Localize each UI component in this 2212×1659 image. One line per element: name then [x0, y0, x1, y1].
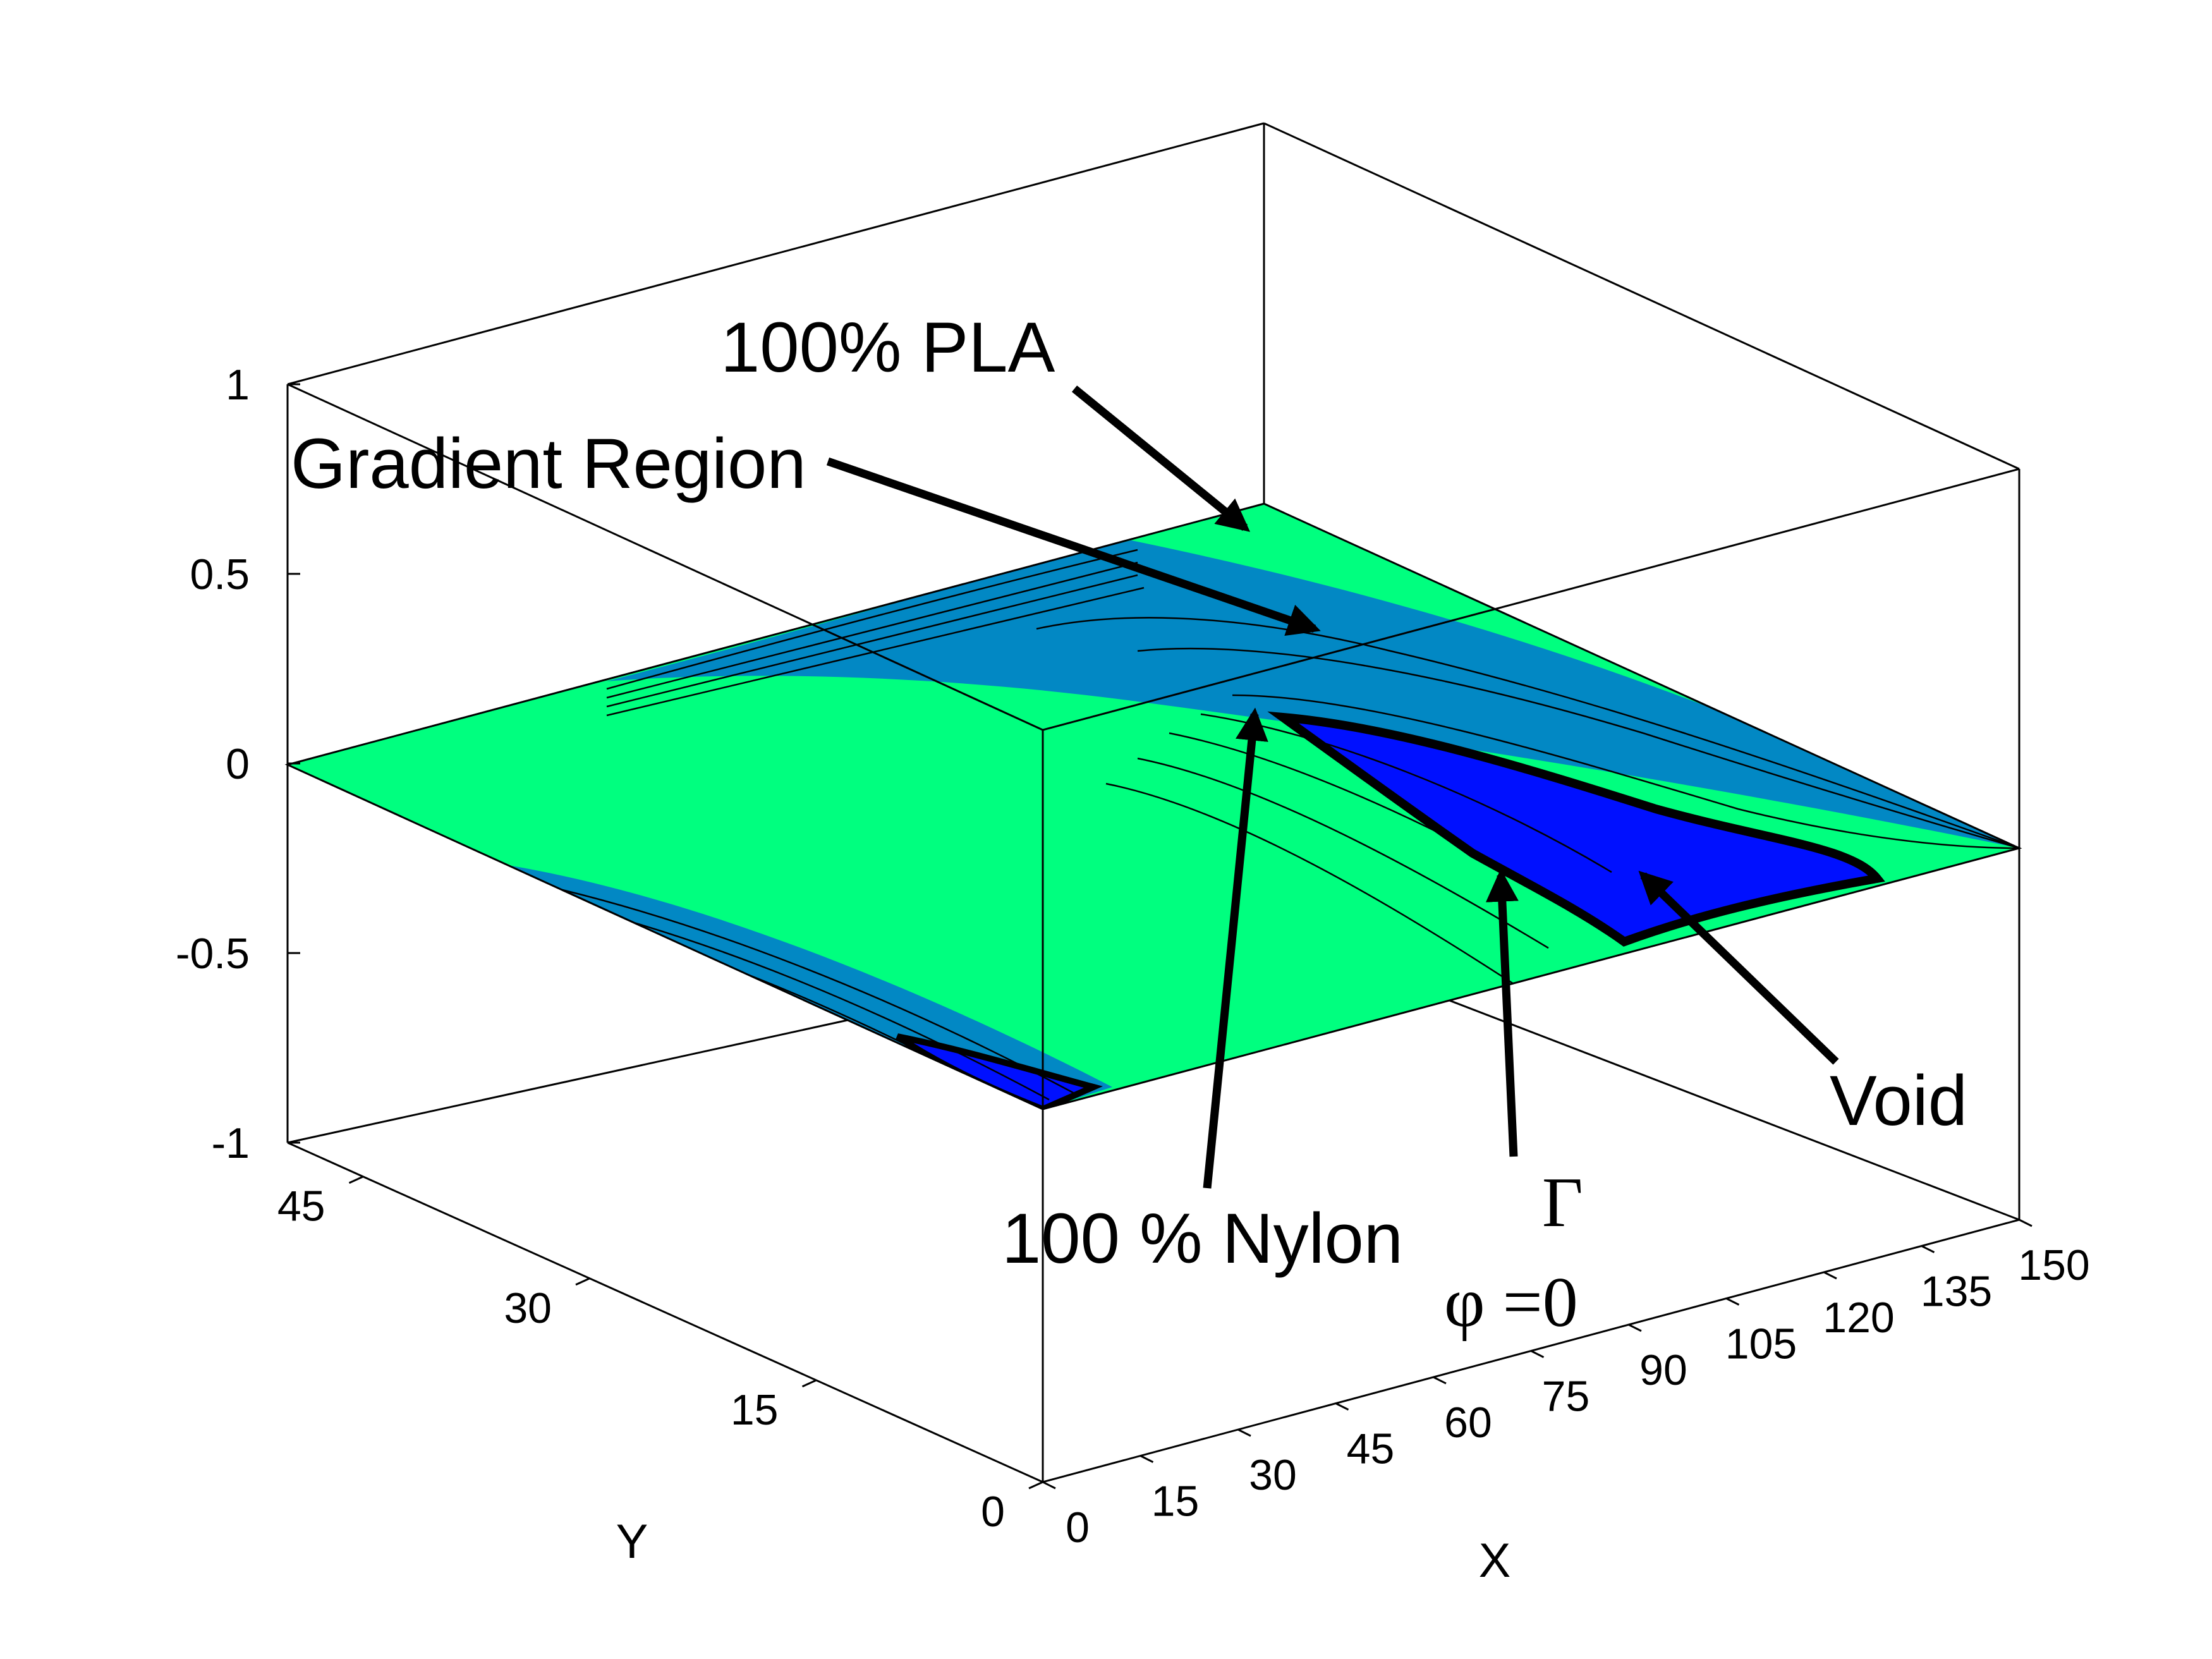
z-tick-label: 0.5 — [190, 550, 250, 599]
y-tick-label: 45 — [277, 1182, 325, 1231]
z-axis-ticks: -1 -0.5 0 0.5 1 — [176, 361, 300, 1167]
y-tick-label: 15 — [731, 1386, 779, 1434]
x-tick-label: 105 — [1725, 1320, 1797, 1368]
x-tick-label: 75 — [1542, 1373, 1590, 1421]
annotation-gamma: Γ — [1542, 1164, 1583, 1242]
x-tick-mark — [1335, 1402, 1349, 1411]
x-tick-mark — [1530, 1350, 1545, 1358]
z-tick-label: 1 — [226, 361, 250, 409]
x-tick-label: 135 — [1921, 1268, 1992, 1316]
x-tick-label: 15 — [1152, 1478, 1200, 1526]
annotation-phi: φ =0 — [1444, 1263, 1578, 1342]
x-tick-label: 45 — [1347, 1425, 1395, 1473]
x-tick-label: 90 — [1639, 1346, 1687, 1394]
annotation-void: Void — [1830, 1061, 1967, 1140]
axes-box-front — [287, 383, 2020, 1483]
y-tick-mark — [575, 1277, 590, 1286]
y-tick-mark — [348, 1176, 364, 1184]
y-axis-ticks: 0 15 30 45 — [277, 1176, 1043, 1536]
x-tick-mark — [2019, 1218, 2033, 1227]
x-tick-mark — [1042, 1481, 1056, 1490]
x-tick-mark — [1237, 1428, 1251, 1437]
y-tick-mark — [801, 1379, 817, 1388]
y-tick-label: 30 — [504, 1284, 552, 1332]
x-tick-mark — [1725, 1297, 1740, 1306]
x-tick-mark — [1823, 1271, 1837, 1280]
z-tick-label: -0.5 — [176, 930, 250, 978]
x-tick-mark — [1628, 1323, 1642, 1332]
x-tick-mark — [1139, 1455, 1154, 1463]
contour-surface — [284, 502, 2022, 1110]
z-tick-label: 0 — [226, 740, 250, 788]
x-tick-label: 0 — [1066, 1504, 1090, 1552]
annotations: 100% PLA Gradient Region 100 % Nylon Γ φ… — [291, 308, 1967, 1342]
y-tick-mark — [1028, 1481, 1043, 1490]
x-tick-label: 60 — [1444, 1399, 1492, 1447]
x-tick-label: 120 — [1823, 1294, 1894, 1342]
x-axis-ticks: 0 15 30 45 60 75 90 105 120 135 150 — [1042, 1218, 2090, 1552]
annotation-pla: 100% PLA — [720, 308, 1055, 387]
y-axis-label: Y — [616, 1515, 648, 1569]
z-tick-label: -1 — [212, 1119, 250, 1167]
annotation-nylon: 100 % Nylon — [1002, 1199, 1403, 1278]
y-tick-label: 0 — [981, 1488, 1005, 1536]
x-tick-mark — [1433, 1376, 1447, 1385]
x-tick-mark — [1921, 1245, 1935, 1253]
x-axis-label: X — [1479, 1534, 1511, 1588]
annotation-gradient: Gradient Region — [291, 424, 806, 503]
x-tick-label: 150 — [2018, 1241, 2089, 1289]
gradient-region — [607, 540, 2019, 848]
x-tick-label: 30 — [1249, 1451, 1297, 1499]
